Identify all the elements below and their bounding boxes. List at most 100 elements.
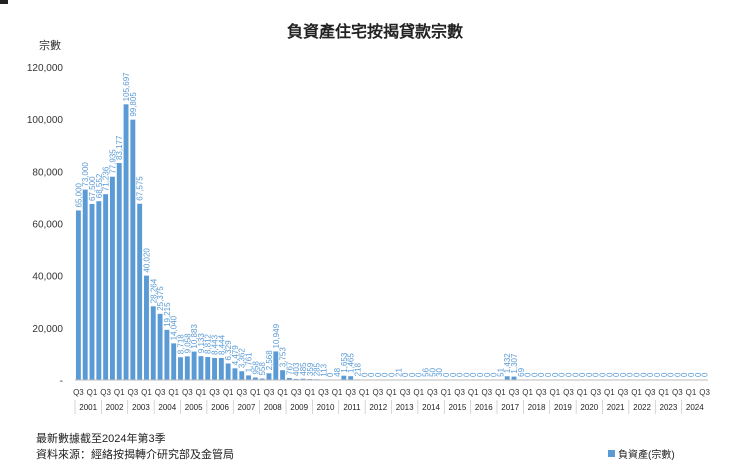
bar (225, 363, 231, 380)
source-note: 資料來源：經絡按揭轉介研究部及金管局 (36, 449, 234, 461)
footnote: 最新數據截至2024年第3季 (36, 433, 166, 445)
x-tick-label: Q3 (427, 388, 438, 397)
bar (205, 357, 211, 380)
year-label: 2024 (686, 403, 704, 412)
data-label: 105,697 (122, 72, 131, 101)
data-label: 67,500 (88, 176, 97, 201)
bar (504, 376, 510, 380)
data-label: 8,718 (177, 334, 186, 355)
data-label: 0 (490, 372, 499, 377)
bar-chart: -20,00040,00060,00080,000100,000120,000 … (27, 63, 710, 414)
data-label: 8,443 (211, 334, 220, 355)
x-tick-label: Q1 (604, 388, 615, 397)
y-axis-label: 宗數 (39, 40, 61, 52)
legend-label: 負資產(宗數) (618, 450, 675, 461)
bar (164, 329, 170, 380)
data-label: 0 (571, 372, 580, 377)
data-label: 0 (524, 372, 533, 377)
bar (198, 356, 204, 380)
data-label: 14,040 (170, 315, 179, 340)
data-label: 4,479 (231, 345, 240, 366)
x-tick-label: Q3 (291, 388, 302, 397)
bar (300, 378, 306, 380)
bar (232, 368, 238, 380)
bar (130, 119, 136, 381)
data-label: 67,575 (136, 176, 145, 201)
x-tick-label: Q1 (277, 388, 288, 397)
data-label: 0 (388, 372, 397, 377)
bar (266, 373, 272, 380)
x-tick-label: Q1 (658, 388, 669, 397)
bar (150, 306, 156, 380)
data-label: 0 (653, 372, 662, 377)
y-tick-label: 120,000 (27, 63, 64, 74)
x-tick-label: Q3 (182, 388, 193, 397)
x-tick-label: Q3 (509, 388, 520, 397)
x-tick-label: Q3 (563, 388, 574, 397)
data-label: 0 (558, 372, 567, 377)
data-label: 0 (564, 372, 573, 377)
x-tick-label: Q1 (332, 388, 343, 397)
data-label: 359 (306, 362, 315, 376)
data-label: 19,215 (163, 302, 172, 327)
bar (157, 313, 163, 380)
data-label: 0 (639, 372, 648, 377)
data-label: 0 (619, 372, 628, 377)
x-tick-label: Q3 (373, 388, 384, 397)
bars (75, 104, 524, 381)
year-label: 2010 (317, 403, 335, 412)
year-label: 2006 (211, 403, 229, 412)
legend: 負資產(宗數) (608, 446, 675, 461)
x-tick-label: Q1 (359, 388, 370, 397)
data-label: 0 (687, 372, 696, 377)
data-label: 10,949 (272, 323, 281, 348)
bar (109, 176, 115, 380)
x-tick-label: Q3 (209, 388, 220, 397)
data-label: 0 (360, 372, 369, 377)
year-label: 2009 (290, 403, 308, 412)
x-tick-label: Q1 (522, 388, 533, 397)
data-label: 285 (313, 362, 322, 376)
x-tick-label: Q3 (481, 388, 492, 397)
data-labels: 65,00073,00067,50068,55271,23677,93583,1… (74, 72, 709, 377)
year-label: 2001 (79, 403, 97, 412)
data-label: 3,753 (279, 347, 288, 368)
bar (116, 163, 122, 380)
data-label: 68,552 (95, 173, 104, 198)
data-label: 0 (544, 372, 553, 377)
chart-title: 負資產住宅按揭貸款宗數 (286, 24, 463, 41)
bar (280, 370, 286, 380)
bar (259, 378, 265, 380)
year-label: 2011 (343, 403, 361, 412)
bar (89, 203, 95, 380)
data-label: 51 (496, 367, 505, 376)
data-label: 0 (483, 372, 492, 377)
x-tick-label: Q3 (73, 388, 84, 397)
corner-mark (0, 0, 8, 4)
bar (293, 378, 299, 380)
x-tick-label: Q1 (141, 388, 152, 397)
x-tick-label: Q1 (441, 388, 452, 397)
bar (348, 376, 354, 380)
x-tick-label: Q1 (304, 388, 315, 397)
x-tick-label: Q1 (87, 388, 98, 397)
data-label: 0 (476, 372, 485, 377)
data-label: 0 (599, 372, 608, 377)
bar (246, 375, 252, 380)
bar (96, 201, 102, 380)
x-tick-label: Q1 (631, 388, 642, 397)
year-label: 2022 (633, 403, 651, 412)
y-axis: - 20,000 40,000 60,000 80,000 100,000 120,000 (27, 63, 64, 387)
data-label: 1,432 (503, 353, 512, 374)
year-label: 2021 (607, 403, 625, 412)
year-label: 2015 (449, 403, 467, 412)
data-label: 1,465 (347, 353, 356, 374)
year-label: 2013 (396, 403, 414, 412)
data-label: 0 (673, 372, 682, 377)
data-label: 113 (319, 363, 328, 376)
x-tick-label: Q3 (236, 388, 247, 397)
data-label: 73,000 (81, 162, 90, 187)
y-tick-label: 100,000 (27, 115, 64, 126)
year-label: 2014 (422, 403, 440, 412)
x-tick-label: Q3 (672, 388, 683, 397)
